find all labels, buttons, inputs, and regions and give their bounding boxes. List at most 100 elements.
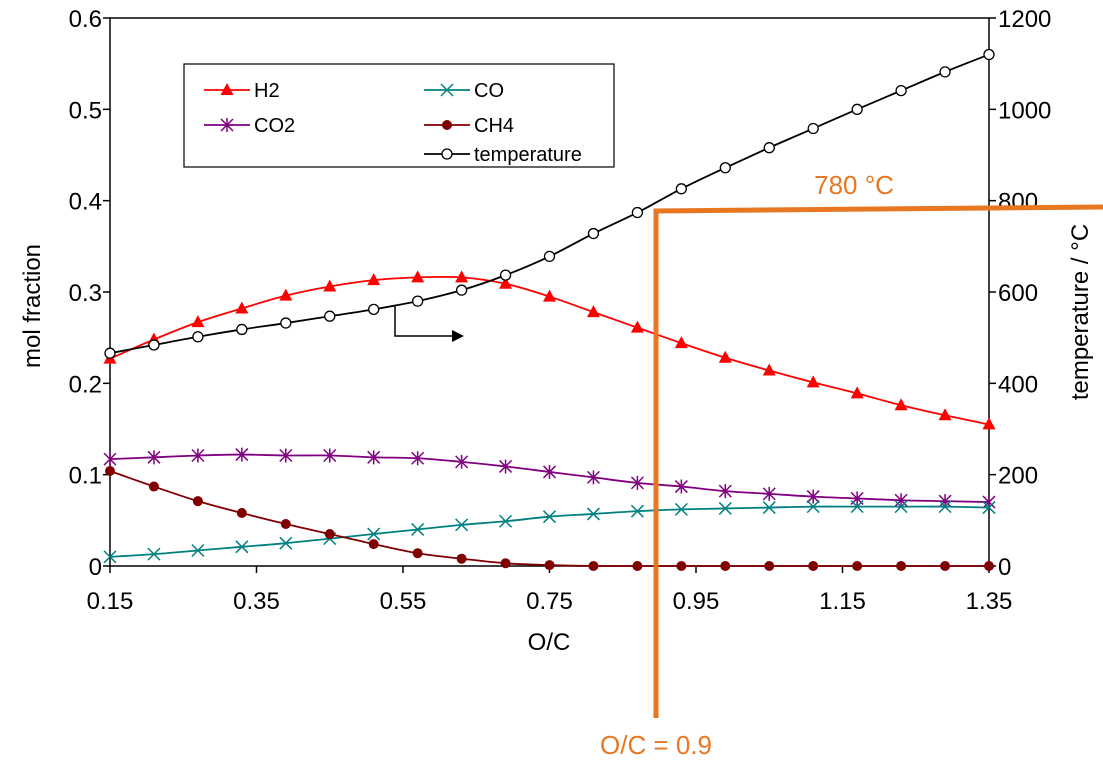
data-point-co [586,507,600,521]
data-point-temperature [324,310,336,322]
data-point-co [103,550,117,564]
data-point-h2 [455,270,469,283]
data-point-h2 [894,398,908,411]
data-point-h2 [543,289,556,302]
legend-label-temperature: temperature [474,144,582,166]
x-axis-label: O/C [528,629,571,656]
y-tick-label: 0.4 [69,189,102,216]
data-point-h2 [938,408,952,421]
data-point-co2 [455,454,469,469]
data-point-h2 [411,270,425,283]
x-tick-label: 0.95 [673,588,720,615]
data-point-co [411,522,425,536]
data-point-h2 [762,363,776,376]
data-point-co2 [630,475,644,490]
data-point-temperature [851,103,863,115]
data-point-ch4 [984,561,994,571]
data-point-co2 [147,450,161,465]
temp-annotation-label: 780 °C [814,170,894,200]
data-point-temperature [631,206,644,219]
data-point-h2 [630,320,644,333]
data-point-temperature [763,142,775,154]
data-point-ch4 [632,561,643,571]
data-point-co [674,502,688,516]
data-point-temperature [543,250,556,263]
data-point-ch4 [764,561,775,571]
x-tick-label: 0.55 [380,588,427,615]
legend-box [183,63,615,168]
data-point-ch4 [720,561,731,571]
data-point-h2 [982,417,996,430]
data-point-ch4 [368,539,379,550]
legend-item-co2: CO2 [204,115,295,137]
data-point-co2 [718,484,732,499]
x-tick-label: 1.35 [966,588,1013,615]
data-point-temperature [675,183,687,195]
data-point-h2 [323,279,337,292]
data-point-temperature [499,269,512,281]
data-point-co [235,540,249,554]
legend-marker-co [440,83,454,97]
y2-tick-label: 200 [998,463,1038,490]
data-point-co2 [191,448,205,463]
data-point-h2 [235,301,249,314]
data-point-temperature [587,227,600,240]
data-point-ch4 [280,518,291,529]
data-point-co2 [411,451,425,466]
legend-label-ch4: CH4 [474,115,514,137]
data-point-h2 [279,288,293,301]
y2-tick-label: 600 [998,280,1038,307]
data-point-co [894,500,908,514]
x-tick-label: 0.15 [87,588,134,615]
data-point-temperature [719,162,731,174]
data-point-temperature [455,284,468,296]
right-axis-arrowhead [452,330,464,342]
data-point-ch4 [940,561,951,571]
data-point-co [367,527,381,541]
y2-tick-label: 400 [998,371,1038,398]
data-point-h2 [674,336,688,349]
series-co2 [103,447,996,510]
y2-tick-label: 800 [998,189,1038,216]
legend-item-h2: H2 [204,80,280,102]
annotations [394,204,1103,718]
y-tick-label: 0 [89,554,102,581]
data-point-h2 [850,386,864,399]
data-point-co [982,501,996,515]
data-point-ch4 [192,496,203,507]
data-point-h2 [806,375,820,388]
right-axis-arrow [394,306,455,337]
data-point-co [762,501,776,515]
data-point-ch4 [588,561,599,571]
data-point-ch4 [412,548,423,559]
data-point-co2 [499,459,513,474]
legend-item-ch4: CH4 [424,115,514,137]
data-point-temperature [411,295,424,307]
data-point-co [542,510,557,524]
y2-tick-label: 0 [998,554,1011,581]
data-point-h2 [499,276,513,289]
legend-item-temperature: temperature [424,144,582,166]
data-point-co [455,518,469,532]
data-point-co2 [806,489,820,504]
y2-axis-label: temperature / °C [1067,224,1094,400]
axes: 0.15 0.35 0.55 0.75 0.95 1.15 1.35 0 0.1 0.2 0.3 0.… [69,6,1052,615]
data-point-co2 [762,486,776,501]
x-tick-label: 0.75 [526,588,573,615]
data-point-temperature [895,84,907,97]
data-point-co2 [367,450,381,465]
data-point-temperature [148,339,160,351]
legend: H2 CO2 CO CH4 temperature [183,63,615,168]
data-point-co [499,514,513,528]
data-point-temperature [807,122,819,135]
legend-item-co: CO [424,80,504,102]
series-temperature [104,48,995,359]
y-axis-label: mol fraction [19,244,46,368]
legend-marker-h2 [220,83,234,95]
legend-marker-co2 [220,118,234,132]
data-point-h2 [191,315,205,328]
data-point-ch4 [148,481,159,492]
data-point-temperature [280,317,292,329]
data-point-co2 [323,448,337,463]
